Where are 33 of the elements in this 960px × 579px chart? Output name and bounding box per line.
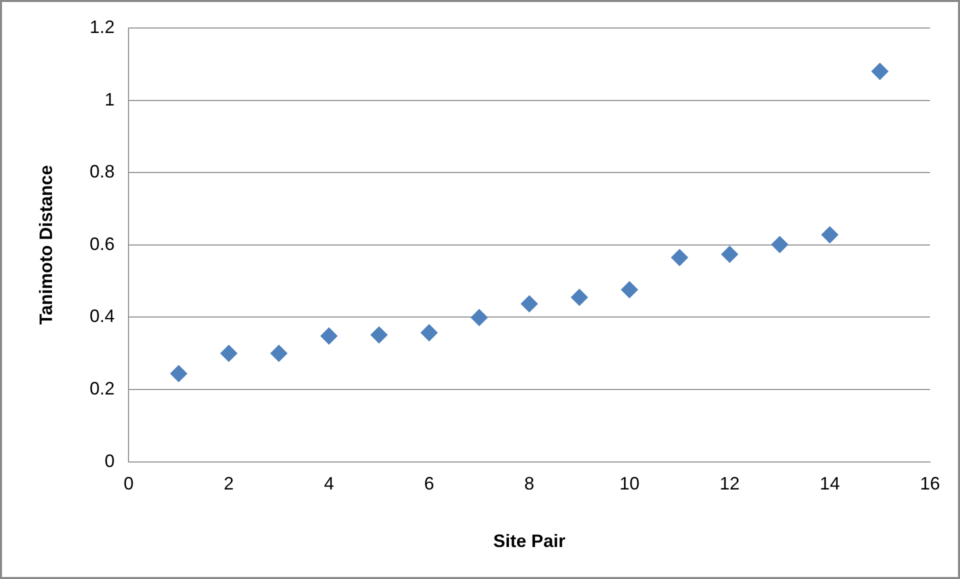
y-tick-label: 0.2 (90, 378, 115, 398)
x-tick-label: 6 (424, 474, 434, 494)
point (170, 365, 188, 382)
point (320, 328, 338, 344)
point (220, 344, 238, 362)
x-tick-label: 12 (720, 474, 740, 494)
x-tick-label: 8 (524, 474, 534, 494)
x-tick-label: 14 (820, 474, 840, 494)
point (671, 249, 688, 266)
point (570, 288, 588, 306)
x-tick-label: 16 (920, 474, 940, 494)
point (821, 226, 838, 244)
point (270, 344, 288, 362)
y-axis-title: Tanimoto Distance (36, 165, 56, 325)
x-axis-title: Site Pair (493, 531, 566, 552)
x-tick-label: 0 (124, 474, 134, 494)
point (520, 295, 538, 312)
y-tick-label: 0.4 (90, 306, 115, 326)
x-tick-label: 10 (619, 474, 640, 494)
point (370, 326, 388, 344)
y-tick-label: 0 (104, 450, 115, 471)
y-tick-label: 0.6 (90, 234, 115, 254)
point (620, 281, 638, 298)
point (470, 309, 488, 326)
point (771, 236, 788, 254)
y-tick-label: 1.2 (90, 16, 115, 37)
point (871, 62, 888, 80)
point (420, 324, 438, 342)
y-tick-label: 1 (104, 89, 115, 110)
x-tick-label: 2 (224, 474, 234, 494)
point (721, 246, 738, 263)
x-tick-label: 4 (324, 474, 334, 494)
y-tick-label: 0.8 (90, 162, 115, 182)
